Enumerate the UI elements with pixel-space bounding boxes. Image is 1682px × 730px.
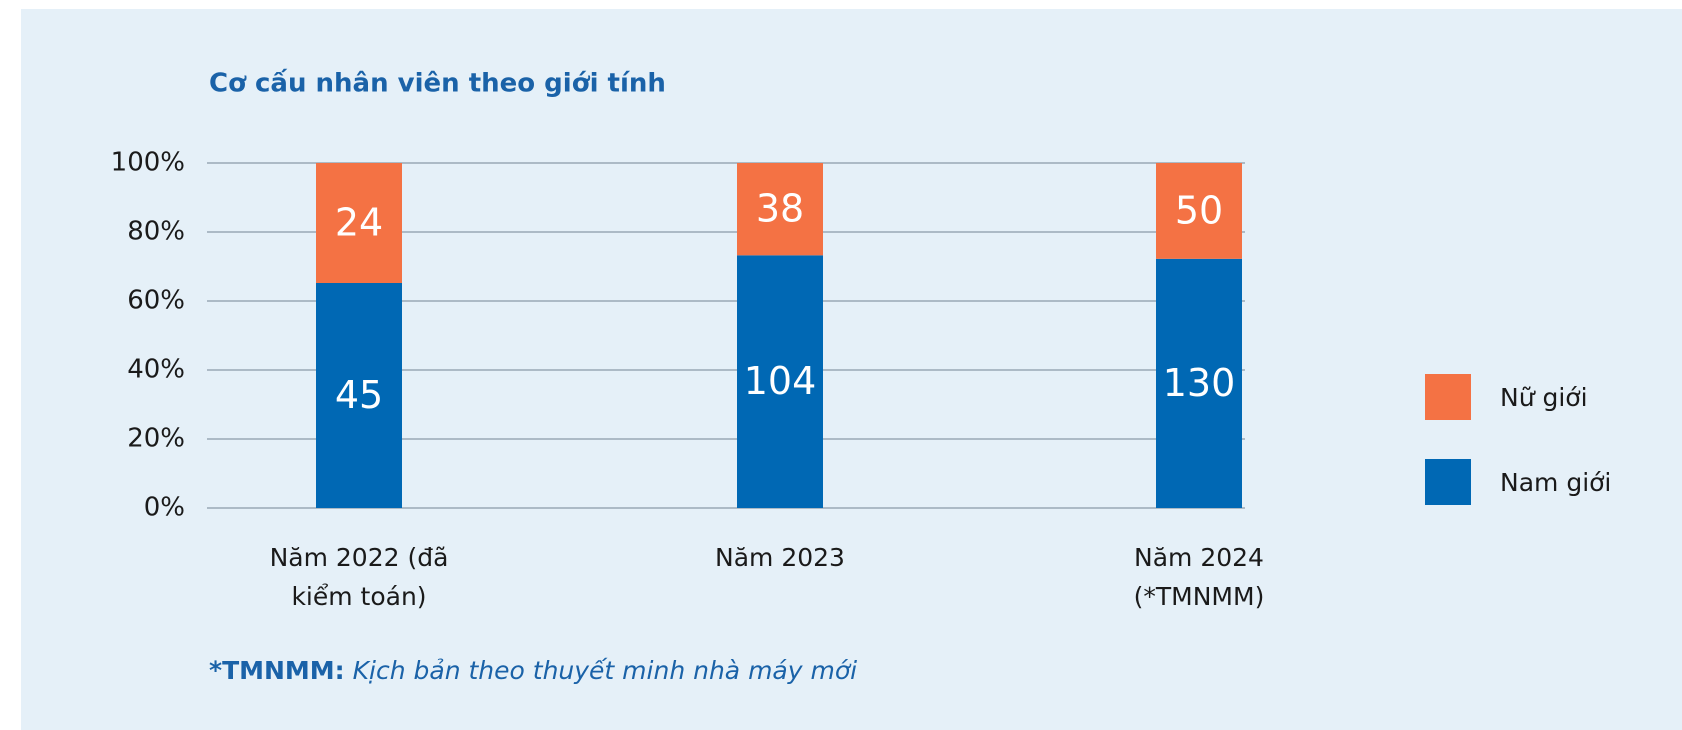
y-tick-label: 40% — [127, 355, 185, 385]
bar-segment — [1156, 163, 1242, 259]
y-tick-label: 100% — [111, 148, 185, 178]
value-label: 24 — [335, 201, 383, 245]
value-label: 45 — [335, 373, 383, 417]
legend-label: Nam giới — [1500, 468, 1611, 497]
legend-swatch — [1425, 374, 1471, 420]
bar-segment — [1156, 258, 1242, 508]
bar-segment — [737, 163, 823, 256]
bar-segment — [316, 283, 402, 508]
footnote: *TMNMM: Kịch bản theo thuyết minh nhà má… — [209, 656, 857, 685]
y-tick-label: 60% — [127, 286, 185, 316]
y-tick-label: 20% — [127, 424, 185, 454]
legend-label: Nữ giới — [1500, 383, 1588, 412]
value-label: 50 — [1175, 188, 1223, 232]
x-tick-label: Năm 2022 (đã kiểm toán) — [269, 543, 449, 611]
y-tick-label: 0% — [144, 493, 185, 523]
x-tick-label: Năm 2024 (*TMNMM) — [1133, 543, 1265, 611]
x-tick-label: Năm 2023 — [715, 543, 845, 572]
value-label: 104 — [744, 359, 817, 403]
footnote-text: Kịch bản theo thuyết minh nhà máy mới — [352, 656, 858, 685]
bar-segment — [316, 163, 402, 283]
footnote-term: *TMNMM: — [209, 656, 345, 685]
y-tick-label: 80% — [127, 217, 185, 247]
chart-title: Cơ cấu nhân viên theo giới tính — [209, 68, 666, 99]
legend-swatch — [1425, 459, 1471, 505]
value-label: 130 — [1163, 361, 1236, 405]
bar-segment — [737, 255, 823, 508]
value-label: 38 — [756, 187, 804, 231]
